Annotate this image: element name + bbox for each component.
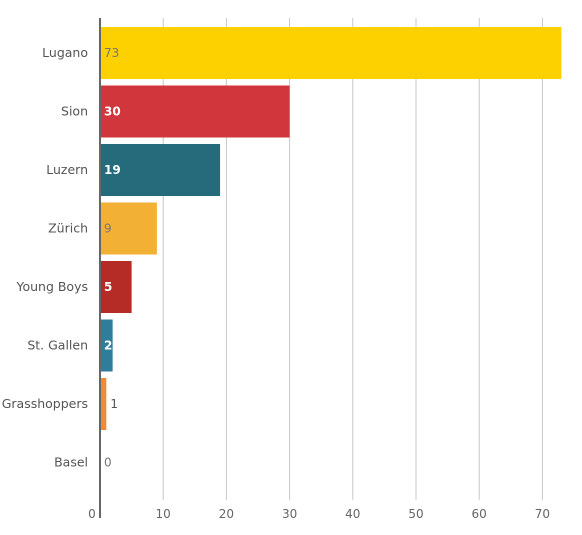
x-tick-label: 50: [408, 507, 423, 521]
bar-grasshoppers: [100, 378, 107, 430]
bar-young-boys: [100, 261, 132, 313]
data-label: 0: [104, 456, 112, 470]
bar-st-gallen: [100, 319, 113, 372]
category-label: Basel: [54, 455, 88, 470]
x-tick-label: 30: [282, 507, 297, 521]
data-label: 1: [110, 397, 118, 411]
category-label: Young Boys: [15, 279, 88, 294]
category-label: Luzern: [46, 162, 88, 177]
x-tick-label: 10: [156, 507, 171, 521]
x-axis-ticks: 0 10 20 30 40 50 60 70: [88, 507, 550, 521]
bar-z-rich: [100, 202, 157, 255]
data-label: 9: [104, 222, 112, 236]
data-label: 30: [104, 105, 121, 119]
x-tick-label: 0: [88, 507, 96, 521]
bars: [100, 27, 562, 430]
x-tick-label: 40: [345, 507, 360, 521]
bar-luzern: [100, 144, 221, 196]
category-label: Sion: [61, 104, 88, 119]
category-label: Grasshoppers: [2, 396, 88, 411]
category-label: St. Gallen: [27, 338, 88, 353]
x-tick-label: 60: [472, 507, 487, 521]
category-labels: Lugano Sion Luzern Zürich Young Boys St. Gall…: [2, 45, 88, 470]
category-label: Lugano: [42, 45, 88, 60]
data-label: 2: [104, 339, 112, 353]
category-label: Zürich: [48, 221, 88, 236]
data-label: 19: [104, 163, 121, 177]
x-tick-label: 70: [535, 507, 550, 521]
value-labels: 73 30 19 9 5 2 1 0: [104, 46, 121, 470]
data-label: 73: [104, 46, 119, 60]
bar-sion: [100, 85, 290, 138]
data-label: 5: [104, 280, 112, 294]
x-tick-label: 20: [219, 507, 234, 521]
bar-lugano: [100, 27, 562, 79]
